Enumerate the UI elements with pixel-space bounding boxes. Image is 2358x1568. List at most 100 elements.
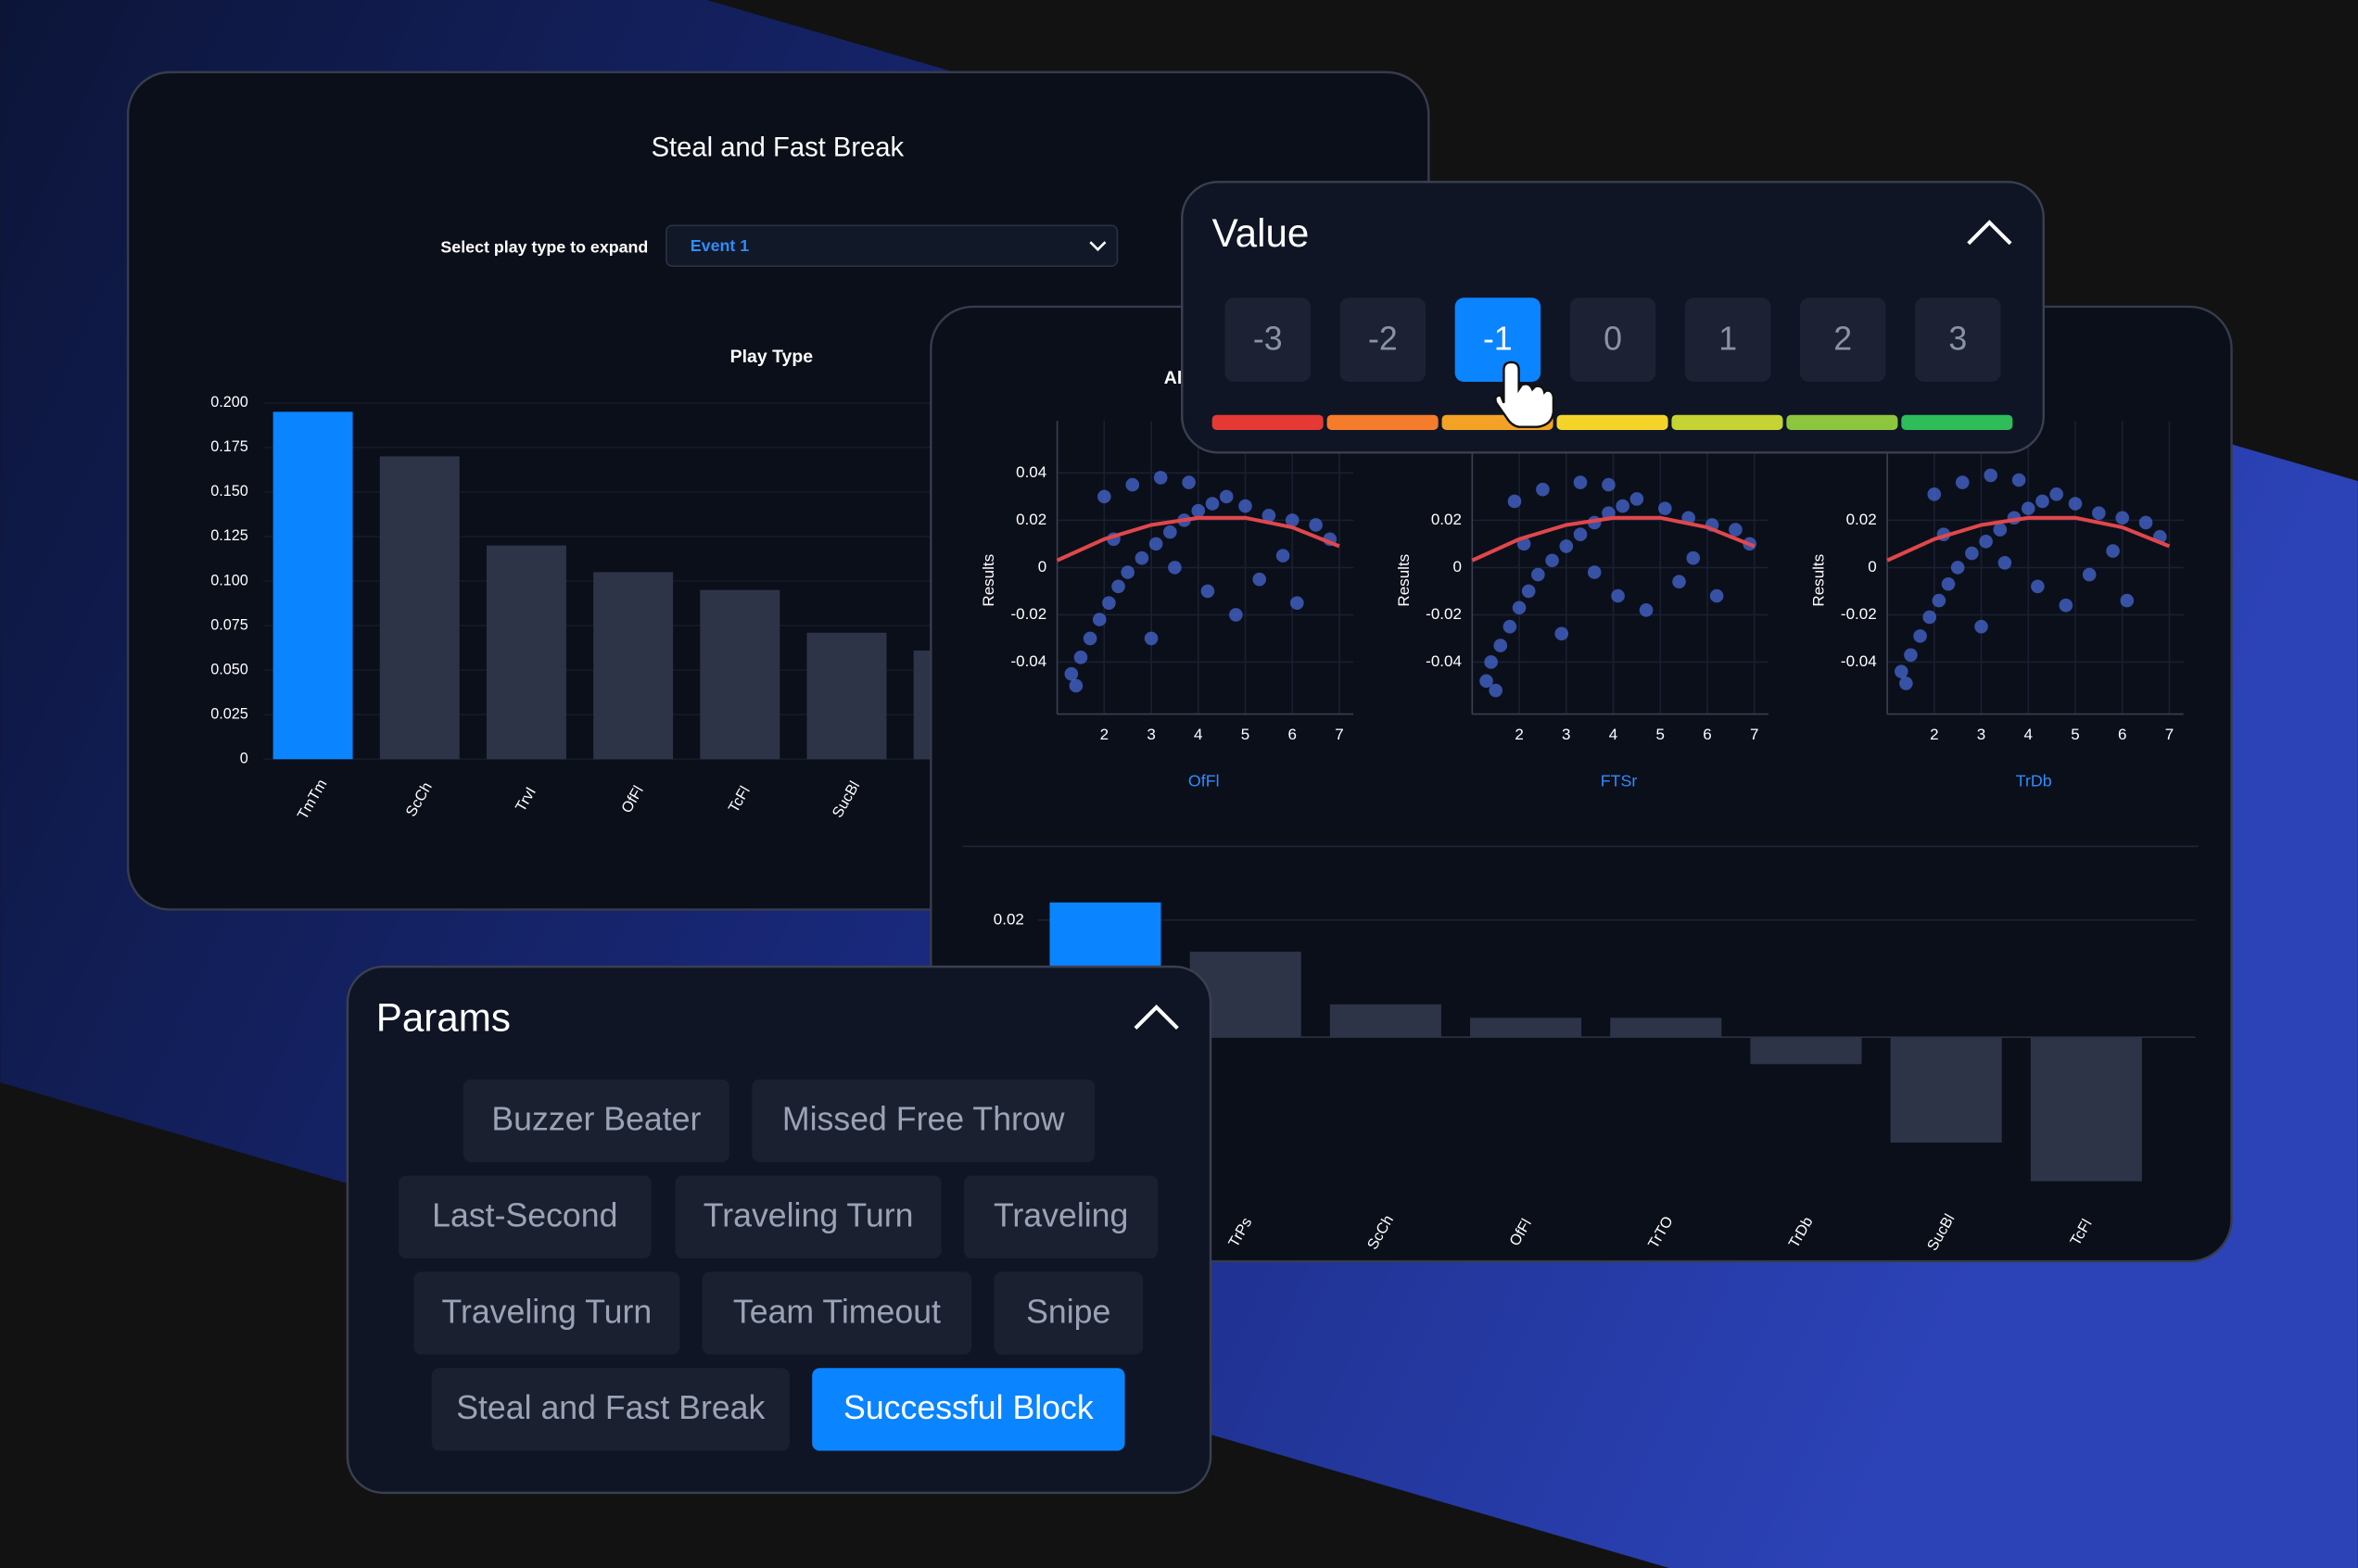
scatter-point: [1922, 610, 1937, 625]
scatter-point: [1672, 575, 1686, 589]
scatter-point: [1573, 475, 1588, 489]
param-chip[interactable]: [399, 1175, 652, 1258]
param-chip[interactable]: [413, 1271, 680, 1355]
y-tick-label: 0: [1453, 558, 1462, 575]
x-tick-label: 5: [2071, 726, 2079, 743]
scatter-point: [1073, 651, 1088, 664]
y-tick-label: -0.02: [1841, 605, 1877, 623]
param-chip[interactable]: [702, 1271, 972, 1355]
scatter-point: [1168, 561, 1182, 575]
scatter-point: [2106, 544, 2120, 558]
value-button-label[interactable]: 2: [1833, 321, 1852, 358]
x-axis-label: OfFl: [1188, 771, 1220, 790]
x-tick-label: 6: [1288, 726, 1297, 743]
y-tick-label: 0: [1868, 558, 1876, 575]
scatter-point: [1238, 499, 1252, 513]
fit-line: [1886, 515, 2171, 563]
scatter-point: [1121, 565, 1135, 579]
param-chip-label[interactable]: Successful Block: [843, 1389, 1094, 1426]
scatter-point: [1573, 527, 1588, 541]
param-chip-label[interactable]: Team Timeout: [733, 1293, 941, 1330]
param-chip-label[interactable]: Traveling Turn: [704, 1196, 914, 1233]
scatter-point: [1502, 619, 1517, 634]
value-button-label[interactable]: -3: [1253, 321, 1283, 358]
chart-subtitle: Play Type: [730, 347, 814, 367]
value-button-label[interactable]: -1: [1483, 321, 1513, 358]
value-button-label[interactable]: 0: [1604, 321, 1622, 358]
param-chip-label[interactable]: Missed Free Throw: [782, 1101, 1065, 1138]
param-chip-label[interactable]: Traveling Turn: [442, 1293, 653, 1330]
x-tick-label: 6: [1703, 726, 1711, 743]
param-chip[interactable]: [752, 1079, 1096, 1162]
params-panel: Params Buzzer Beater Missed Free Throw Las…: [346, 965, 1212, 1495]
scatter-point: [1493, 639, 1508, 652]
value-button[interactable]: [1569, 297, 1656, 383]
collapse-chevron[interactable]: [1967, 220, 2012, 246]
param-chip-label[interactable]: Snipe: [1026, 1293, 1110, 1330]
param-chip[interactable]: [463, 1079, 729, 1162]
scatter-point: [1205, 497, 1220, 511]
value-button-label[interactable]: 1: [1718, 321, 1737, 358]
scatter-point: [2092, 506, 2106, 521]
value-button[interactable]: [1799, 297, 1886, 383]
scatter-point: [2068, 497, 2083, 511]
value-button[interactable]: [1224, 297, 1311, 383]
bar: [2030, 1037, 2142, 1182]
dropdown-box[interactable]: [666, 224, 1119, 267]
scatter-point: [1261, 508, 1276, 523]
param-chip[interactable]: [431, 1368, 790, 1451]
y-tick-label: 0: [1038, 558, 1046, 575]
x-tick-label: 4: [1194, 726, 1202, 743]
y-tick-label: 0.02: [1846, 511, 1877, 528]
scatter-point: [1097, 489, 1111, 504]
scatter-point: [1521, 584, 1536, 599]
scatter-point: [2035, 494, 2049, 509]
scatter-point: [1950, 561, 1965, 575]
bar: [1610, 1018, 1722, 1038]
value-button[interactable]: [1339, 297, 1426, 383]
bar: [806, 632, 887, 760]
param-chip-label[interactable]: Buzzer Beater: [491, 1101, 701, 1138]
param-chip[interactable]: [675, 1175, 942, 1258]
value-button[interactable]: [1915, 297, 2001, 383]
scale-segment: [1556, 414, 1668, 430]
scatter-point: [1200, 584, 1215, 599]
param-chip[interactable]: [812, 1368, 1125, 1451]
scatter-point: [1102, 596, 1116, 610]
scatter-point: [1125, 477, 1140, 492]
scatter-point: [1554, 626, 1569, 641]
scatter-point: [2138, 515, 2153, 530]
x-axis-label: FTSr: [1601, 771, 1638, 790]
scatter-point: [1629, 492, 1644, 506]
param-chip[interactable]: [964, 1175, 1159, 1258]
dropdown[interactable]: Event 1: [666, 224, 1119, 267]
dropdown-value[interactable]: Event 1: [691, 236, 750, 255]
param-chip-label[interactable]: Traveling: [994, 1196, 1128, 1233]
x-tick-label: 4: [2024, 726, 2033, 743]
y-tick-label: 0.150: [210, 483, 248, 499]
collapse-chevron[interactable]: [1134, 1005, 1179, 1031]
param-chip-label[interactable]: Steal and Fast Break: [456, 1389, 765, 1426]
y-tick-label: 0.050: [210, 661, 248, 677]
value-button-label[interactable]: 3: [1948, 321, 1967, 358]
scatter-point: [1997, 555, 2012, 570]
param-chip[interactable]: [994, 1271, 1144, 1355]
dropdown-chevron[interactable]: [1089, 241, 1107, 252]
x-tick-label: 2: [1100, 726, 1109, 743]
scale-segment: [1786, 414, 1898, 430]
scatter-point: [1941, 576, 1956, 591]
value-panel: Value -3 -2 -1 0 1 2 3: [1181, 181, 2046, 454]
value-button[interactable]: [1454, 297, 1541, 383]
param-chip-label[interactable]: Last-Second: [432, 1196, 617, 1233]
scatter-point: [1904, 648, 1918, 663]
scatter-point: [1611, 588, 1625, 603]
scatter-point: [1965, 546, 1979, 561]
y-tick-label: 0.02: [994, 910, 1024, 928]
scatter-point: [1545, 553, 1559, 568]
y-tick-label: -0.04: [1841, 652, 1877, 670]
value-button[interactable]: [1684, 297, 1771, 383]
y-axis-label: Results: [980, 554, 997, 607]
value-button-label[interactable]: -2: [1368, 321, 1398, 358]
scatter-point: [1092, 613, 1107, 626]
